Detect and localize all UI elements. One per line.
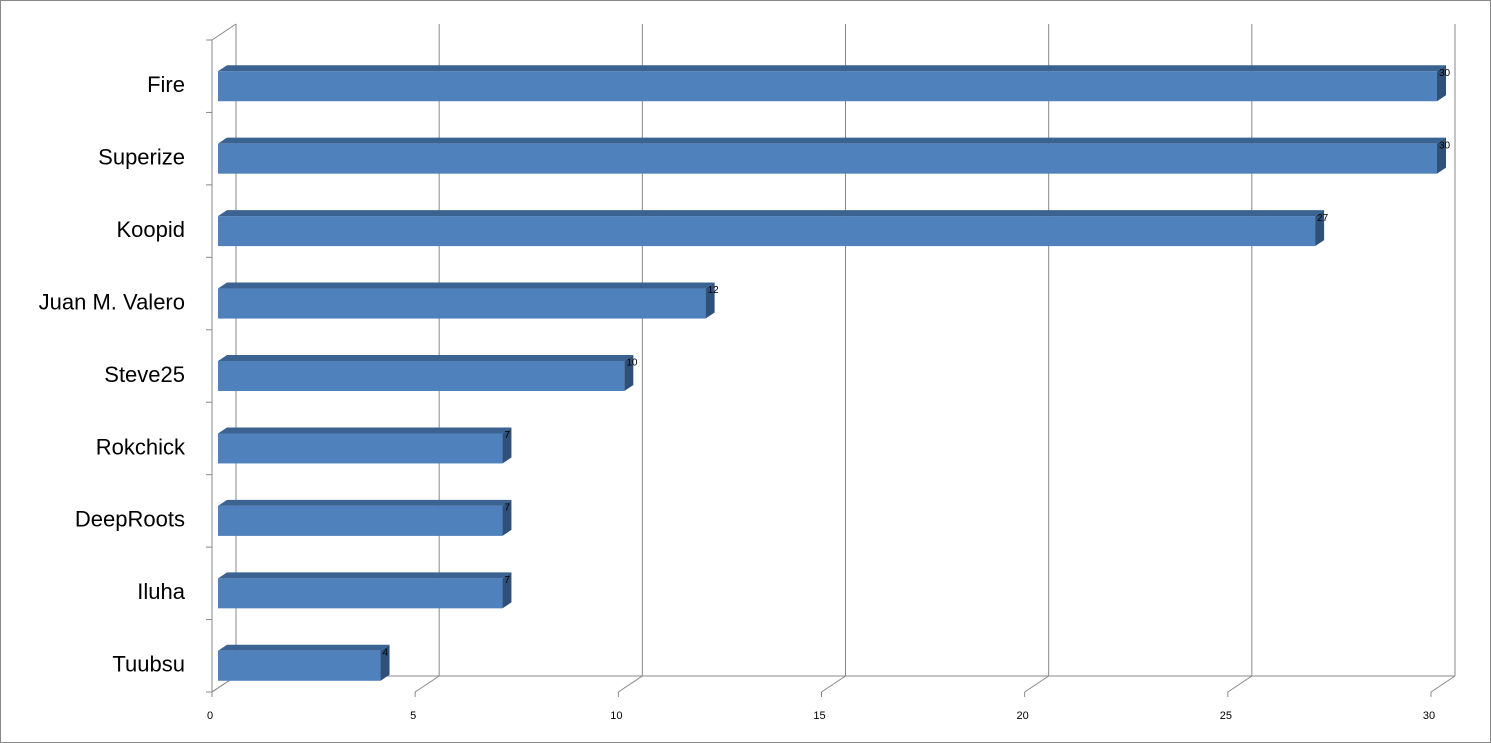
bar-top [218, 644, 390, 651]
bar-side [1437, 137, 1446, 174]
bar-side [624, 355, 634, 391]
grid-line [618, 675, 643, 693]
bar-side [705, 282, 715, 319]
bar [218, 210, 1325, 247]
bar [218, 65, 1446, 102]
y-tick-label: Rokchick [96, 434, 186, 459]
bar-top [218, 210, 1325, 217]
bar [218, 427, 512, 464]
value-label: 4 [383, 647, 389, 658]
grid-line [414, 675, 440, 693]
x-tick-label: 20 [1017, 710, 1029, 722]
value-label: 30 [1439, 140, 1451, 151]
bar-front [218, 143, 1437, 174]
y-tick-label: Steve25 [104, 362, 185, 387]
bar-front [218, 433, 503, 464]
bar-top [218, 355, 634, 361]
bar-side [380, 644, 390, 681]
value-label: 27 [1317, 213, 1329, 224]
grid-line [1430, 675, 1456, 693]
y-tick-label: Iluha [137, 579, 185, 604]
bar-top [218, 499, 512, 506]
x-tick-label: 30 [1423, 710, 1435, 722]
bar-top [218, 65, 1446, 72]
x-tick-label: 5 [410, 710, 416, 722]
y-tick-label: Tuubsu [112, 652, 185, 677]
bar-top [218, 282, 715, 289]
bar-side [502, 427, 512, 464]
bar-side [1315, 210, 1325, 247]
grid-line [1227, 675, 1253, 693]
bar-front [218, 505, 503, 536]
bar [218, 572, 512, 609]
bar-front [218, 578, 503, 609]
bar [218, 137, 1446, 174]
x-tick-label: 15 [813, 710, 825, 722]
bar-front [218, 216, 1316, 247]
bar-top [218, 572, 512, 579]
y-tick-label: DeepRoots [75, 507, 185, 532]
value-label: 7 [504, 503, 510, 514]
y-tick-label: Koopid [116, 217, 185, 242]
bar-top [218, 427, 512, 434]
y-tick-label: Superize [98, 144, 185, 169]
value-label: 7 [504, 575, 510, 586]
axis-line [211, 23, 237, 41]
bar-front [218, 650, 381, 681]
bar [218, 499, 512, 536]
bar-side [502, 499, 512, 536]
value-label: 7 [504, 430, 510, 441]
x-tick-label: 25 [1220, 710, 1232, 722]
bar [218, 644, 390, 681]
bar-side [502, 572, 512, 609]
bar-front [218, 288, 706, 319]
value-label: 12 [708, 285, 720, 296]
y-tick-label: Juan M. Valero [39, 289, 185, 314]
grid-line [1024, 675, 1049, 693]
y-tick-label: Fire [147, 72, 185, 97]
bar-top [218, 137, 1446, 144]
bar [218, 355, 634, 391]
grid-line [821, 675, 846, 693]
value-label: 30 [1439, 68, 1451, 79]
x-tick-label: 10 [610, 710, 622, 722]
x-tick-label: 0 [207, 710, 213, 722]
bar [218, 282, 715, 319]
bar-front [218, 361, 625, 391]
value-label: 10 [626, 358, 638, 369]
bar-front [218, 71, 1437, 102]
bar-side [1437, 65, 1446, 102]
